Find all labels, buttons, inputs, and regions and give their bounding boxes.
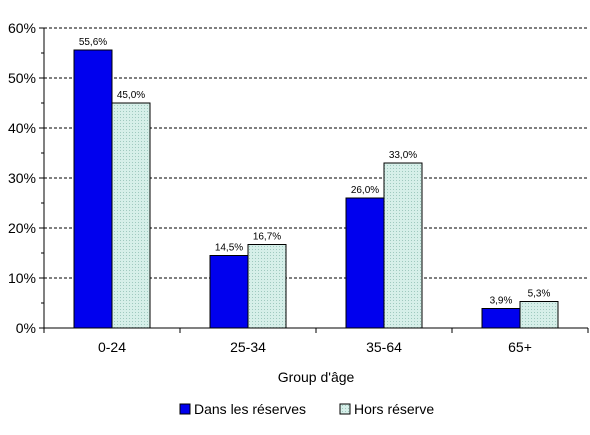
bar-hors-reserve	[383, 162, 423, 329]
labels: 0% 10% 20% 30% 40% 50% 60% 55,6% 45,0% 0-24 14,5% 1…	[8, 20, 551, 355]
y-tick-label: 50%	[8, 70, 36, 86]
axes	[39, 27, 589, 333]
legend: Dans les réserves Hors réserve	[179, 401, 434, 417]
y-tick-label: 30%	[8, 170, 36, 186]
legend-swatch	[179, 403, 191, 415]
y-tick-label: 10%	[8, 270, 36, 286]
data-label: 45,0%	[117, 90, 145, 101]
data-label: 5,3%	[528, 289, 551, 300]
data-label: 55,6%	[79, 37, 107, 48]
legend-swatch	[339, 403, 351, 415]
x-tick-label: 0-24	[98, 339, 126, 355]
data-label: 33,0%	[389, 150, 417, 161]
legend-label: Hors réserve	[354, 401, 434, 417]
x-axis-title: Group d'âge	[278, 369, 355, 385]
bars	[73, 49, 559, 329]
bar-dans-les-reserves	[209, 255, 249, 329]
y-tick-label: 20%	[8, 220, 36, 236]
x-tick-label: 65+	[508, 339, 532, 355]
legend-label: Dans les réserves	[194, 401, 306, 417]
x-tick-label: 35-64	[366, 339, 402, 355]
bar-hors-reserve	[111, 102, 151, 329]
y-tick-label: 40%	[8, 120, 36, 136]
bar-dans-les-reserves	[73, 49, 113, 329]
y-tick-label: 60%	[8, 20, 36, 36]
data-label: 16,7%	[253, 232, 281, 243]
x-tick-label: 25-34	[230, 339, 266, 355]
data-label: 26,0%	[351, 185, 379, 196]
data-label: 14,5%	[215, 243, 243, 254]
bar-hors-reserve	[519, 301, 559, 329]
y-tick-label: 0%	[16, 320, 36, 336]
bar-dans-les-reserves	[345, 197, 385, 329]
bar-hors-reserve	[247, 244, 287, 329]
data-label: 3,9%	[490, 296, 513, 307]
bar-dans-les-reserves	[481, 308, 521, 329]
